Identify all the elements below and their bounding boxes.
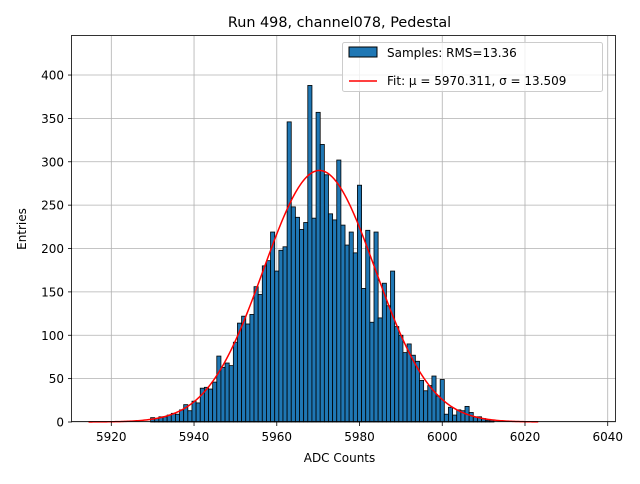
- fit-curve: [88, 169, 539, 423]
- histogram-bar: [282, 246, 288, 423]
- histogram-bar: [195, 402, 201, 423]
- x-tick-label: 5980: [344, 430, 375, 444]
- y-tick-label: 250: [41, 199, 64, 213]
- x-tick-label: 5960: [262, 430, 293, 444]
- histogram-bar: [191, 400, 197, 423]
- histogram-bar: [278, 249, 284, 423]
- histogram-bar: [245, 323, 251, 423]
- histogram-bar: [369, 321, 375, 423]
- y-tick-label: 100: [41, 329, 64, 343]
- x-tick-label: 6000: [427, 430, 458, 444]
- histogram-bar: [208, 388, 214, 423]
- histogram-bar: [224, 362, 230, 423]
- histogram-bar: [286, 121, 292, 423]
- legend: Samples: RMS=13.36 Fit: μ = 5970.311, σ …: [342, 42, 603, 92]
- histogram-bar: [270, 231, 276, 423]
- histogram-bar: [328, 213, 334, 423]
- y-axis-label: Entries: [15, 208, 29, 250]
- histogram-bar: [394, 326, 400, 423]
- histogram-bar: [220, 366, 226, 423]
- histogram-bar: [303, 222, 309, 423]
- chart-title: Run 498, channel078, Pedestal: [228, 15, 451, 31]
- histogram-bar: [261, 265, 267, 423]
- y-tick-label: 50: [49, 372, 64, 386]
- x-axis-ticks: 5920 5940 5960 5980 6000 6020 6040: [96, 422, 623, 444]
- histogram-bar: [340, 224, 346, 423]
- histogram-bar: [249, 314, 255, 423]
- histogram-bar: [390, 270, 396, 423]
- histogram-bar: [344, 244, 350, 423]
- histogram-bar: [216, 355, 222, 423]
- histogram-bar: [299, 229, 305, 423]
- histogram-bar: [319, 144, 325, 423]
- histogram-bar: [423, 390, 429, 423]
- histogram-bar: [386, 305, 391, 423]
- histogram-bar: [443, 413, 449, 423]
- histogram-bar: [435, 395, 441, 423]
- x-axis-label: ADC Counts: [304, 451, 376, 465]
- y-axis-ticks: 0 50 100 150 200 250 300 350 400: [41, 69, 72, 430]
- histogram-bar: [323, 174, 329, 423]
- y-tick-label: 0: [56, 416, 64, 430]
- histogram-bar: [315, 111, 321, 423]
- legend-histogram-swatch: [348, 46, 378, 58]
- histogram-bar: [377, 317, 383, 423]
- legend-fit-label: Fit: μ = 5970.311, σ = 13.509: [387, 74, 566, 88]
- histogram-bars: [150, 85, 495, 423]
- histogram-bar: [336, 159, 342, 423]
- histogram-bar: [257, 294, 263, 423]
- histogram-bar: [402, 352, 408, 423]
- legend-histogram-label: Samples: RMS=13.36: [387, 46, 517, 60]
- x-tick-label: 5940: [179, 430, 210, 444]
- y-tick-label: 200: [41, 242, 64, 256]
- histogram-bar: [232, 341, 238, 423]
- histogram-bar: [365, 229, 371, 423]
- histogram-bar: [410, 354, 416, 423]
- histogram-bar: [373, 231, 379, 423]
- histogram-bar: [348, 231, 354, 423]
- y-tick-label: 300: [41, 155, 64, 169]
- histogram-bar: [419, 379, 425, 423]
- histogram-bar: [212, 381, 218, 423]
- histogram-bar: [452, 414, 458, 423]
- histogram-bar: [427, 385, 433, 423]
- x-tick-label: 6020: [510, 430, 541, 444]
- y-tick-label: 150: [41, 285, 64, 299]
- histogram-bar: [241, 315, 247, 423]
- histogram-bar: [352, 252, 358, 423]
- plot-area-frame: [71, 35, 616, 422]
- x-tick-label: 6040: [592, 430, 623, 444]
- histogram-bar: [290, 206, 296, 423]
- histogram-bar: [203, 386, 209, 423]
- x-tick-label: 5920: [96, 430, 127, 444]
- histogram-bar: [187, 410, 193, 423]
- histogram-bar: [361, 288, 367, 423]
- histogram-bar: [253, 286, 259, 423]
- y-tick-label: 350: [41, 112, 64, 126]
- histogram-bar: [175, 413, 180, 423]
- histogram-bar: [381, 282, 387, 423]
- histogram-bar: [179, 409, 185, 423]
- histogram-bar: [228, 365, 234, 423]
- histogram-bar: [237, 322, 243, 423]
- histogram-bar: [332, 219, 338, 423]
- y-tick-label: 400: [41, 69, 64, 83]
- histogram-bar: [431, 375, 437, 423]
- histogram-bar: [266, 260, 271, 423]
- histogram-bar: [448, 406, 453, 423]
- legend-box: [342, 42, 603, 92]
- histogram-bar: [307, 85, 313, 423]
- histogram-bar: [294, 216, 300, 423]
- histogram-bar: [274, 270, 280, 423]
- histogram-bar: [468, 412, 474, 423]
- histogram-bar: [311, 217, 317, 423]
- histogram-bar: [357, 184, 362, 423]
- histogram-bar: [398, 334, 404, 423]
